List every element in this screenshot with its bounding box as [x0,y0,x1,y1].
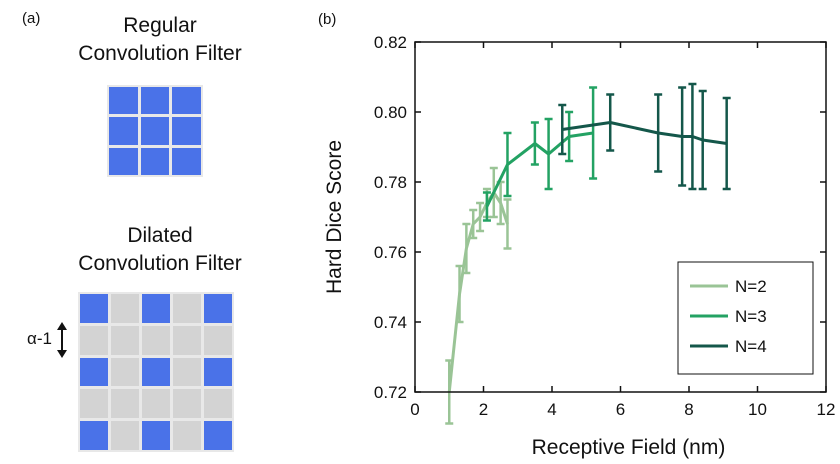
x-axis-label: Receptive Field (nm) [532,436,726,459]
legend-label-n4: N=4 [735,337,767,356]
legend-label-n3: N=3 [735,307,767,326]
x-tick-label: 10 [748,400,767,419]
dilated-cell-blue [204,294,232,323]
y-tick-label: 0.74 [374,313,407,332]
dilated-cell-gray [204,389,232,419]
legend-label-n2: N=2 [735,277,767,296]
x-tick-label: 8 [684,400,693,419]
regular-cell-blue [140,117,170,145]
regular-cell-blue [172,117,201,145]
dilated-cell-blue [142,421,170,450]
regular-cell-blue [109,147,138,175]
regular-cell-blue [109,87,138,115]
dilated-cell-gray [142,325,170,355]
dilated-cell-blue [204,357,232,387]
dilated-filter-title-line2: Convolution Filter [78,252,242,275]
regular-cell-blue [140,87,170,115]
y-tick-label: 0.82 [374,33,407,52]
alpha-label: α-1 [27,329,52,348]
panel-a-letter: (a) [22,10,41,27]
series-line-n2 [447,191,509,393]
dilated-cell-gray [111,294,139,323]
regular-filter-title-line1: Regular [123,14,197,37]
dilated-cell-gray [204,325,232,355]
x-tick-label: 12 [817,400,836,419]
regular-filter-title: Regular Convolution Filter [40,12,280,68]
y-tick-label: 0.76 [374,243,407,262]
regular-cell-blue [109,117,138,145]
dilated-cell-gray [173,357,201,387]
y-tick-label: 0.80 [374,103,407,122]
dilated-cell-blue [204,421,232,450]
dilated-cell-blue [80,294,108,323]
x-tick-label: 6 [616,400,625,419]
panel-b-letter: (b) [318,11,336,28]
dilated-cell-gray [173,421,201,450]
dilated-cell-blue [80,421,108,450]
series-line-n3 [485,131,594,208]
dilated-cell-blue [142,294,170,323]
regular-filter-title-line2: Convolution Filter [78,42,242,65]
x-tick-label: 4 [547,400,556,419]
dilated-filter-title-line1: Dilated [127,224,193,247]
legend-box [677,261,814,375]
x-tick-label: 2 [479,400,488,419]
dilated-cell-gray [111,389,139,419]
y-tick-label: 0.78 [374,173,407,192]
dilated-cell-gray [80,325,108,355]
dilated-cell-gray [111,421,139,450]
double-arrow-icon [57,322,67,358]
regular-cell-blue [140,147,170,175]
dilated-cell-gray [173,294,201,323]
x-tick-label: 0 [410,400,419,419]
dilated-cell-gray [111,357,139,387]
dilated-cell-gray [111,325,139,355]
regular-cell-blue [172,87,201,115]
y-tick-label: 0.72 [374,383,407,402]
dilated-cell-gray [142,389,170,419]
dilated-cell-blue [80,357,108,387]
dilated-filter-title: Dilated Convolution Filter [40,222,280,278]
regular-filter-grid [107,85,203,177]
dilated-cell-gray [173,389,201,419]
dilated-cell-blue [142,357,170,387]
dilated-filter-grid [78,292,234,452]
dilated-cell-gray [80,389,108,419]
regular-cell-blue [172,147,201,175]
dilated-cell-gray [173,325,201,355]
y-axis-label: Hard Dice Score [323,140,346,294]
